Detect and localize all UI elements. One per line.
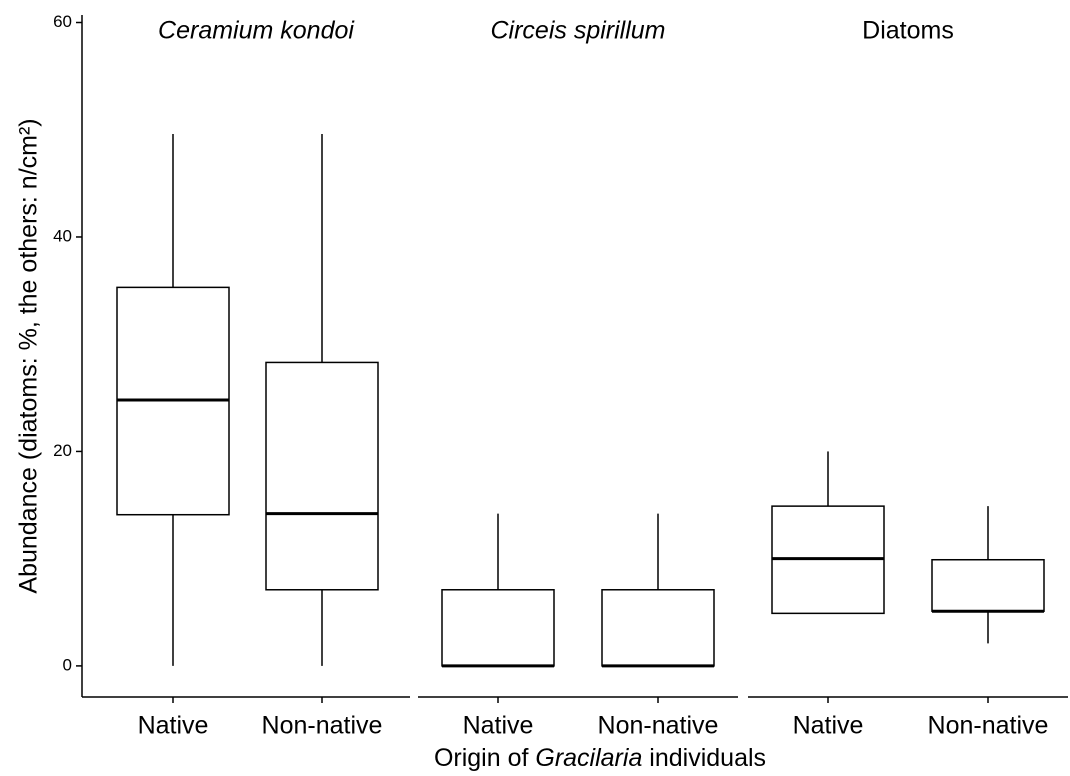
x-tick-label: Non-native [262, 712, 383, 740]
x-tick-label: Native [138, 712, 209, 740]
y-axis-label: Abundance (diatoms: %, the others: n/cm²… [15, 118, 43, 593]
box [441, 589, 555, 667]
x-tick-label: Native [463, 712, 534, 740]
x-tick-label: Native [793, 712, 864, 740]
box [265, 361, 379, 591]
y-tick-label: 40 [53, 226, 72, 245]
panel-title: Ceramium kondoi [158, 17, 355, 45]
y-tick-label: 20 [53, 441, 72, 460]
box [931, 558, 1045, 612]
box [601, 589, 715, 667]
panel-title: Diatoms [862, 17, 954, 45]
y-tick-label: 0 [63, 655, 72, 674]
x-tick-label: Non-native [598, 712, 719, 740]
x-axis-label: Origin of Gracilaria individuals [434, 744, 766, 772]
x-tick-label: Non-native [928, 712, 1049, 740]
y-tick-label: 60 [53, 12, 72, 31]
panel-title: Circeis spirillum [490, 17, 665, 45]
